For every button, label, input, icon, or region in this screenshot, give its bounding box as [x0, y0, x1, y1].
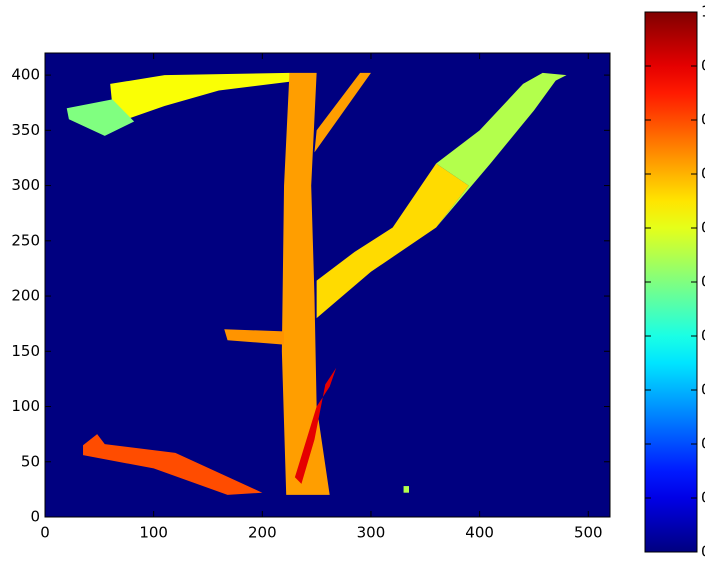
y-tick-label: 300	[11, 176, 40, 194]
y-tick-label: 350	[11, 121, 40, 139]
colorbar-tick-label: 0.8	[701, 111, 705, 129]
y-tick-label: 400	[11, 66, 40, 84]
colorbar-tick-label: 0.9	[701, 57, 705, 75]
y-tick-label: 150	[11, 342, 40, 360]
depth-region	[403, 486, 409, 493]
depth-region	[224, 329, 285, 345]
depth-region	[281, 72, 330, 495]
depth-region	[66, 99, 135, 136]
y-tick-label: 50	[21, 452, 40, 470]
depth-region	[110, 72, 290, 120]
colorbar-tick-label: 1.0	[701, 3, 705, 21]
x-tick-label: 100	[139, 524, 168, 542]
colorbar-tick-label: 0.4	[701, 327, 705, 345]
x-tick-label: 300	[357, 524, 386, 542]
x-tick-label: 200	[248, 524, 277, 542]
y-tick-label: 200	[11, 287, 40, 305]
y-tick-label: 0	[30, 508, 40, 526]
y-tick-label: 250	[11, 231, 40, 249]
depth-region	[436, 72, 567, 228]
depth-region	[314, 72, 371, 153]
colorbar-tick-label: 0.3	[701, 381, 705, 399]
colorbar-tick-label: 0.0	[701, 543, 705, 561]
x-tick-label: 500	[574, 524, 603, 542]
x-tick-label: 400	[465, 524, 494, 542]
y-tick-label: 100	[11, 397, 40, 415]
colorbar-tick-label: 0.7	[701, 165, 705, 183]
colorbar-tick-label: 0.1	[701, 489, 705, 507]
depth-region	[83, 434, 263, 495]
depth-region	[316, 163, 469, 319]
colorbar	[644, 11, 698, 553]
depth-region	[294, 367, 337, 484]
plot-frame	[44, 52, 611, 518]
x-tick-label: 0	[40, 524, 50, 542]
colorbar-tick-label: 0.5	[701, 273, 705, 291]
colorbar-tick-label: 0.2	[701, 435, 705, 453]
colorbar-tick-label: 0.6	[701, 219, 705, 237]
